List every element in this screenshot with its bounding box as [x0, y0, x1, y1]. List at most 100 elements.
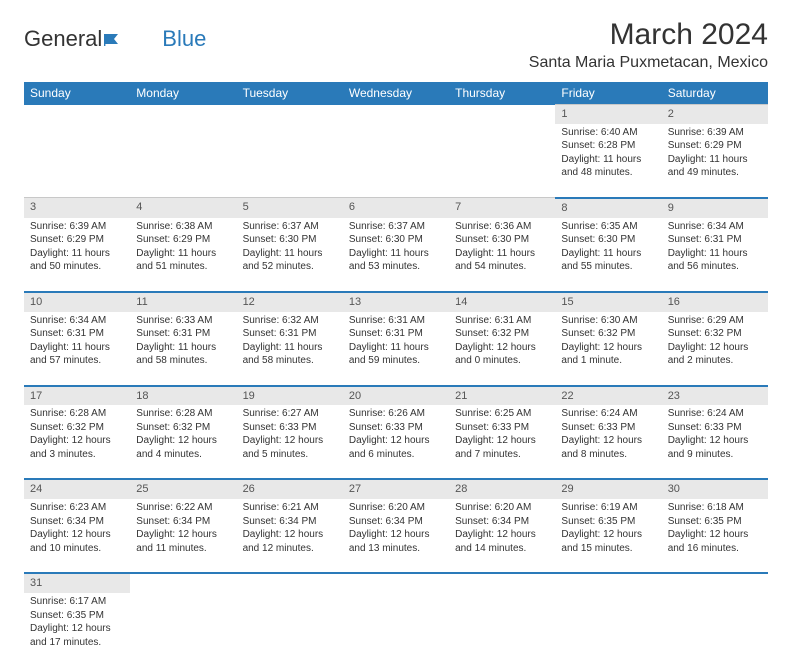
- week-daynum-row: 17181920212223: [24, 386, 768, 406]
- week-content-row: Sunrise: 6:28 AM Sunset: 6:32 PM Daylight:…: [24, 405, 768, 479]
- day-header: Saturday: [662, 82, 768, 105]
- day-content: Sunrise: 6:31 AMSunset: 6:32 PMDaylight:…: [449, 312, 555, 386]
- day-number: 30: [662, 479, 768, 499]
- day-content: Sunrise: 6:40 AMSunset: 6:28 PMDaylight:…: [555, 124, 661, 198]
- sunset: Sunset: 6:30 PM: [561, 233, 655, 247]
- day-content: Sunrise: 6:25 AMSunset: 6:33 PMDaylight:…: [449, 405, 555, 479]
- day-number: 6: [343, 198, 449, 218]
- day-content: Sunrise: 6:34 AMSunset: 6:31 PMDaylight:…: [24, 312, 130, 386]
- day-content: Sunrise: 6:39 AMSunset: 6:29 PMDaylight:…: [24, 218, 130, 292]
- sunrise: Sunrise: 6:34 AM: [668, 220, 762, 234]
- daylight: Daylight: 12 hours and 12 minutes.: [243, 528, 337, 555]
- daylight: Daylight: 12 hours and 3 minutes.: [30, 434, 124, 461]
- day-number: 22: [555, 386, 661, 406]
- sunset: Sunset: 6:34 PM: [136, 515, 230, 529]
- day-number: 25: [130, 479, 236, 499]
- daylight: Daylight: 12 hours and 7 minutes.: [455, 434, 549, 461]
- day-content: Sunrise: 6:29 AMSunset: 6:32 PMDaylight:…: [662, 312, 768, 386]
- day-content: Sunrise: 6:20 AMSunset: 6:34 PMDaylight:…: [449, 499, 555, 573]
- sunset: Sunset: 6:35 PM: [30, 609, 124, 623]
- daylight: Daylight: 11 hours and 51 minutes.: [136, 247, 230, 274]
- day-number: 23: [662, 386, 768, 406]
- sunset: Sunset: 6:32 PM: [455, 327, 549, 341]
- day-number: [343, 573, 449, 593]
- daylight: Daylight: 12 hours and 8 minutes.: [561, 434, 655, 461]
- sunrise: Sunrise: 6:39 AM: [668, 126, 762, 140]
- day-content: Sunrise: 6:27 AMSunset: 6:33 PMDaylight:…: [237, 405, 343, 479]
- day-header: Monday: [130, 82, 236, 105]
- day-number: 15: [555, 292, 661, 312]
- daylight: Daylight: 12 hours and 1 minute.: [561, 341, 655, 368]
- sunrise: Sunrise: 6:33 AM: [136, 314, 230, 328]
- sunset: Sunset: 6:30 PM: [455, 233, 549, 247]
- sunset: Sunset: 6:32 PM: [136, 421, 230, 435]
- daylight: Daylight: 11 hours and 50 minutes.: [30, 247, 124, 274]
- day-header: Friday: [555, 82, 661, 105]
- sunrise: Sunrise: 6:20 AM: [349, 501, 443, 515]
- day-content: [237, 593, 343, 667]
- daylight: Daylight: 11 hours and 56 minutes.: [668, 247, 762, 274]
- week-content-row: Sunrise: 6:39 AMSunset: 6:29 PMDaylight:…: [24, 218, 768, 292]
- daylight: Daylight: 12 hours and 17 minutes.: [30, 622, 124, 649]
- day-header-row: SundayMondayTuesdayWednesdayThursdayFrid…: [24, 82, 768, 105]
- daylight: Daylight: 12 hours and 10 minutes.: [30, 528, 124, 555]
- day-content: Sunrise: 6:32 AMSunset: 6:31 PMDaylight:…: [237, 312, 343, 386]
- sunrise: Sunrise: 6:29 AM: [668, 314, 762, 328]
- day-number: 31: [24, 573, 130, 593]
- day-number: 19: [237, 386, 343, 406]
- sunrise: Sunrise: 6:22 AM: [136, 501, 230, 515]
- daylight: Daylight: 12 hours and 15 minutes.: [561, 528, 655, 555]
- sunset: Sunset: 6:34 PM: [349, 515, 443, 529]
- day-content: [24, 124, 130, 198]
- sunset: Sunset: 6:34 PM: [30, 515, 124, 529]
- daylight: Daylight: 11 hours and 59 minutes.: [349, 341, 443, 368]
- daylight: Daylight: 12 hours and 16 minutes.: [668, 528, 762, 555]
- day-content: [662, 593, 768, 667]
- day-number: [24, 105, 130, 124]
- day-content: Sunrise: 6:19 AMSunset: 6:35 PMDaylight:…: [555, 499, 661, 573]
- daylight: Daylight: 12 hours and 9 minutes.: [668, 434, 762, 461]
- day-number: 9: [662, 198, 768, 218]
- daylight: Daylight: 11 hours and 49 minutes.: [668, 153, 762, 180]
- sunset: Sunset: 6:33 PM: [243, 421, 337, 435]
- sunrise: Sunrise: 6:28 AM: [30, 407, 124, 421]
- day-number: [130, 573, 236, 593]
- day-number: 5: [237, 198, 343, 218]
- day-content: [130, 593, 236, 667]
- location: Santa Maria Puxmetacan, Mexico: [529, 54, 768, 72]
- day-header: Tuesday: [237, 82, 343, 105]
- day-number: [237, 573, 343, 593]
- day-number: 12: [237, 292, 343, 312]
- day-number: 1: [555, 105, 661, 124]
- day-content: Sunrise: 6:33 AMSunset: 6:31 PMDaylight:…: [130, 312, 236, 386]
- daylight: Daylight: 12 hours and 2 minutes.: [668, 341, 762, 368]
- sunset: Sunset: 6:33 PM: [561, 421, 655, 435]
- sunset: Sunset: 6:30 PM: [349, 233, 443, 247]
- day-number: 14: [449, 292, 555, 312]
- daylight: Daylight: 11 hours and 53 minutes.: [349, 247, 443, 274]
- sunset: Sunset: 6:32 PM: [561, 327, 655, 341]
- page-header: General Blue March 2024 Santa Maria Puxm…: [24, 18, 768, 72]
- day-content: Sunrise: 6:37 AMSunset: 6:30 PMDaylight:…: [343, 218, 449, 292]
- daylight: Daylight: 11 hours and 54 minutes.: [455, 247, 549, 274]
- sunrise: Sunrise: 6:24 AM: [668, 407, 762, 421]
- daylight: Daylight: 12 hours and 5 minutes.: [243, 434, 337, 461]
- day-content: Sunrise: 6:20 AMSunset: 6:34 PMDaylight:…: [343, 499, 449, 573]
- sunset: Sunset: 6:33 PM: [668, 421, 762, 435]
- day-content: Sunrise: 6:17 AMSunset: 6:35 PMDaylight:…: [24, 593, 130, 667]
- sunrise: Sunrise: 6:30 AM: [561, 314, 655, 328]
- day-number: [555, 573, 661, 593]
- sunset: Sunset: 6:29 PM: [30, 233, 124, 247]
- sunrise: Sunrise: 6:25 AM: [455, 407, 549, 421]
- day-content: [449, 124, 555, 198]
- week-content-row: Sunrise: 6:17 AMSunset: 6:35 PMDaylight:…: [24, 593, 768, 667]
- day-content: Sunrise: 6:24 AMSunset: 6:33 PMDaylight:…: [555, 405, 661, 479]
- day-content: Sunrise: 6:37 AMSunset: 6:30 PMDaylight:…: [237, 218, 343, 292]
- day-number: [343, 105, 449, 124]
- sunset: Sunset: 6:28 PM: [561, 139, 655, 153]
- day-number: 27: [343, 479, 449, 499]
- day-content: Sunrise: 6:23 AMSunset: 6:34 PMDaylight:…: [24, 499, 130, 573]
- day-content: Sunrise: 6:24 AMSunset: 6:33 PMDaylight:…: [662, 405, 768, 479]
- sunset: Sunset: 6:31 PM: [668, 233, 762, 247]
- sunset: Sunset: 6:32 PM: [668, 327, 762, 341]
